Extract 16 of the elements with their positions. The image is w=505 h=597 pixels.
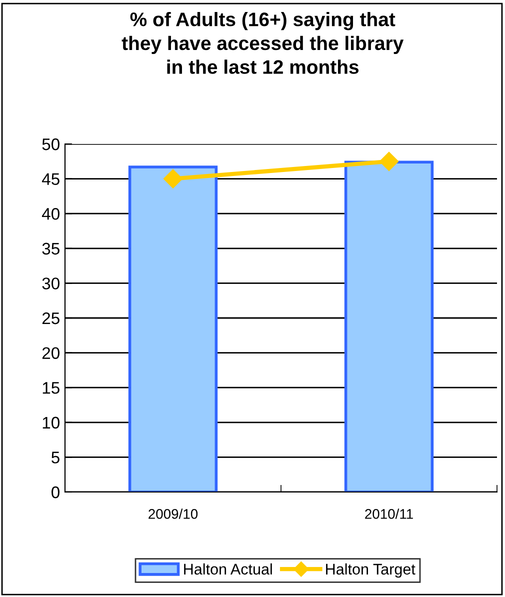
y-tick-label: 40: [42, 208, 60, 220]
legend-label: Halton Actual: [184, 563, 272, 575]
x-tick-label: 2009/10: [148, 508, 198, 519]
y-tick-label: 35: [42, 242, 60, 255]
legend-label: Halton Target: [326, 563, 416, 578]
y-tick-label: 50: [42, 138, 60, 150]
y-tick-label: 10: [42, 416, 60, 429]
y-tick-label: 0: [52, 486, 60, 498]
y-tick-label: 25: [42, 312, 60, 324]
x-tick-label: 2010/11: [365, 508, 413, 519]
y-tick-label: 5: [52, 452, 60, 464]
y-tick-label: 45: [42, 173, 60, 186]
y-tick-label: 20: [42, 347, 60, 360]
y-tick-label: 15: [42, 382, 60, 394]
y-tick-label: 30: [42, 278, 60, 290]
chart-title: % of Adults (16+) saying that they have accessed the library in the last 12 months: [122, 12, 404, 74]
